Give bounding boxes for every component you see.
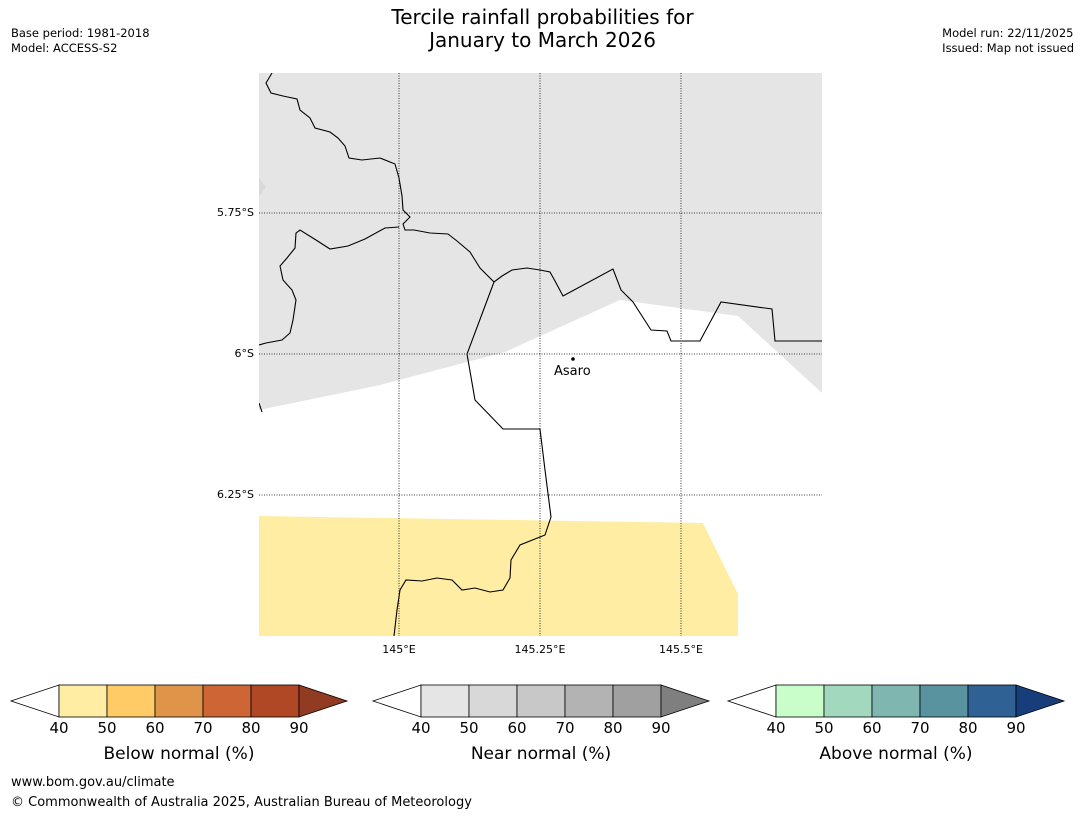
colorbar-below-tick: 60: [145, 719, 165, 737]
colorbar-below-tick: 40: [49, 719, 69, 737]
colorbar-above-tick: 50: [814, 719, 834, 737]
colorbar-near-tick: 60: [507, 719, 527, 737]
colorbar-above-segment: [823, 684, 873, 718]
colorbar-near-segment: [516, 684, 566, 718]
colorbar-below: [9, 684, 349, 718]
colorbar-near-tick: 50: [459, 719, 479, 737]
base-period-text: Base period: 1981-2018: [11, 26, 150, 40]
lat-label-625: 6.25°S: [217, 488, 254, 501]
colorbar-above-segment: [967, 684, 1017, 718]
lon-label-145: 145°E: [382, 643, 416, 656]
below-normal-region: [259, 516, 738, 636]
colorbar-near-tick: 80: [603, 719, 623, 737]
colorbar-near-segment: [420, 684, 470, 718]
meta-left: Base period: 1981-2018 Model: ACCESS-S2: [11, 26, 150, 56]
colorbar-below-label: Below normal (%): [103, 744, 255, 764]
colorbar-below-segment: [202, 684, 252, 718]
issued-text: Issued: Map not issued: [942, 41, 1074, 55]
colorbar-near-low-extend: [371, 684, 422, 718]
colorbar-below-low-extend: [9, 684, 60, 718]
model-text: Model: ACCESS-S2: [11, 41, 118, 55]
map-title: Tercile rainfall probabilities for Janua…: [0, 6, 1085, 52]
colorbar-above-tick: 90: [1006, 719, 1026, 737]
colorbar-near-segment: [564, 684, 614, 718]
colorbar-above-segment: [919, 684, 969, 718]
meta-right: Model run: 22/11/2025 Issued: Map not is…: [942, 26, 1074, 56]
colorbar-above-tick: 40: [766, 719, 786, 737]
colorbar-near: [371, 684, 711, 718]
colorbar-above: [726, 684, 1066, 718]
footer-copyright: © Commonwealth of Australia 2025, Austra…: [11, 795, 472, 810]
footer-url: www.bom.gov.au/climate: [11, 775, 175, 790]
colorbar-near-tick: 90: [651, 719, 671, 737]
colorbar-above-segment: [775, 684, 825, 718]
colorbar-below-high-extend: [298, 684, 349, 718]
colorbar-below-segment: [250, 684, 300, 718]
lat-label-575: 5.75°S: [217, 206, 254, 219]
colorbar-above-tick: 80: [958, 719, 978, 737]
colorbar-near-high-extend: [660, 684, 711, 718]
place-label-asaro: Asaro: [554, 364, 591, 379]
title-line-1: Tercile rainfall probabilities for: [391, 5, 694, 29]
near-normal-notch: [259, 178, 266, 197]
colorbar-below-segment: [106, 684, 156, 718]
colorbar-near-label: Near normal (%): [470, 744, 612, 764]
lon-label-14525: 145.25°E: [514, 643, 566, 656]
colorbar-below-tick: 70: [193, 719, 213, 737]
colorbar-above-low-extend: [726, 684, 777, 718]
colorbar-near-segment: [612, 684, 662, 718]
colorbar-near-tick: 40: [411, 719, 431, 737]
asaro-marker: [571, 357, 575, 361]
colorbars-svg: [9, 684, 1066, 718]
colorbar-near-segment: [468, 684, 518, 718]
lat-label-6: 6°S: [234, 347, 254, 360]
colorbar-below-segment: [154, 684, 204, 718]
title-line-2: January to March 2026: [429, 28, 656, 52]
colorbar-below-segment: [58, 684, 108, 718]
colorbar-below-tick: 80: [241, 719, 261, 737]
colorbar-above-label: Above normal (%): [819, 744, 973, 764]
colorbar-below-tick: 50: [97, 719, 117, 737]
province-boundaries: [259, 73, 822, 636]
near-normal-region: [259, 73, 822, 410]
colorbar-below-tick: 90: [289, 719, 309, 737]
colorbar-above-tick: 70: [910, 719, 930, 737]
lon-label-1455: 145.5°E: [659, 643, 703, 656]
colorbar-above-high-extend: [1015, 684, 1066, 718]
colorbar-near-tick: 70: [555, 719, 575, 737]
model-run-text: Model run: 22/11/2025: [942, 26, 1074, 40]
colorbar-above-tick: 60: [862, 719, 882, 737]
colorbar-above-segment: [871, 684, 921, 718]
